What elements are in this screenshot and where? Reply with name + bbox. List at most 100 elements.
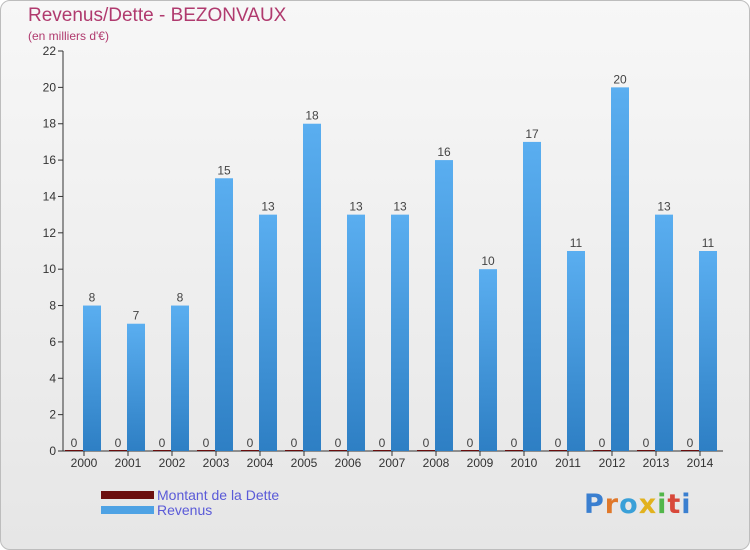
debt-bar — [681, 450, 699, 451]
chart-title: Revenus/Dette - BEZONVAUX — [28, 5, 287, 26]
x-tick-label: 2002 — [159, 456, 186, 470]
y-tick-label: 8 — [49, 299, 56, 313]
revenue-bar — [699, 251, 717, 451]
y-tick-label: 18 — [43, 117, 57, 131]
logo-letter: P — [584, 489, 605, 520]
x-tick-label: 2011 — [555, 456, 581, 470]
revenue-bar — [83, 305, 101, 451]
x-tick-label: 2006 — [335, 456, 362, 470]
y-tick-label: 4 — [49, 371, 56, 385]
x-tick-label: 2009 — [467, 456, 494, 470]
logo-letter: t — [667, 489, 682, 520]
y-tick-label: 22 — [43, 44, 57, 58]
debt-value-label: 0 — [687, 436, 694, 450]
revenue-value-label: 11 — [570, 236, 583, 250]
legend-item-revenue: Revenus — [101, 502, 212, 518]
debt-bar — [197, 450, 215, 451]
debt-value-label: 0 — [511, 436, 518, 450]
logo-letter: i — [681, 489, 692, 520]
debt-value-label: 0 — [291, 436, 298, 450]
revenue-value-label: 11 — [702, 236, 715, 250]
revenue-value-label: 15 — [217, 163, 231, 177]
debt-bar — [65, 450, 83, 451]
bars — [65, 87, 717, 452]
y-tick-label: 0 — [49, 444, 56, 458]
revenue-value-label: 8 — [177, 291, 184, 305]
revenue-bar — [655, 214, 673, 451]
revenue-bar — [259, 214, 277, 451]
logo-letter: i — [657, 489, 668, 520]
revenue-value-label: 13 — [657, 200, 671, 214]
y-tick-label: 12 — [43, 226, 57, 240]
debt-bar — [461, 450, 479, 451]
debt-bar — [241, 450, 259, 451]
revenue-bar — [303, 123, 321, 452]
debt-value-label: 0 — [71, 436, 78, 450]
debt-bar — [373, 450, 391, 451]
debt-bar — [593, 450, 611, 451]
debt-value-label: 0 — [159, 436, 166, 450]
debt-bar — [417, 450, 435, 451]
revenue-bar — [435, 160, 453, 451]
logo-letter: r — [604, 489, 620, 520]
debt-value-label: 0 — [247, 436, 254, 450]
revenue-bar — [391, 214, 409, 451]
debt-bar — [549, 450, 567, 451]
debt-bar — [505, 450, 523, 451]
revenue-value-label: 13 — [261, 200, 275, 214]
debt-value-label: 0 — [555, 436, 562, 450]
revenue-value-label: 10 — [481, 254, 495, 268]
y-tick-label: 16 — [43, 153, 57, 167]
x-tick-label: 2007 — [379, 456, 406, 470]
revenue-value-label: 13 — [349, 200, 363, 214]
legend-item-debt: Montant de la Dette — [101, 487, 279, 503]
x-tick-label: 2003 — [203, 456, 230, 470]
debt-bar — [109, 450, 127, 451]
x-tick-label: 2012 — [599, 456, 626, 470]
legend-label-revenue: Revenus — [157, 502, 213, 518]
revenue-value-label: 18 — [305, 109, 319, 123]
debt-value-label: 0 — [467, 436, 474, 450]
revenue-value-label: 17 — [525, 127, 539, 141]
y-tick-label: 2 — [49, 408, 56, 422]
revenue-value-label: 13 — [393, 200, 407, 214]
proxiti-logo: Proxiti — [584, 489, 692, 520]
revenue-bar — [127, 323, 145, 451]
y-tick-label: 6 — [49, 335, 56, 349]
x-tick-label: 2004 — [247, 456, 274, 470]
revenue-bar — [567, 251, 585, 451]
debt-bar — [285, 450, 303, 451]
x-tick-label: 2008 — [423, 456, 450, 470]
logo-letter: x — [638, 489, 658, 520]
debt-value-label: 0 — [599, 436, 606, 450]
debt-value-label: 0 — [203, 436, 210, 450]
debt-bar — [153, 450, 171, 451]
legend-swatch-revenue — [101, 506, 154, 514]
x-tick-label: 2005 — [291, 456, 318, 470]
y-tick-label: 14 — [43, 189, 57, 203]
debt-value-label: 0 — [379, 436, 386, 450]
y-tick-label: 10 — [43, 262, 57, 276]
revenue-bar — [479, 269, 497, 451]
debt-value-label: 0 — [335, 436, 342, 450]
debt-value-label: 0 — [643, 436, 650, 450]
debt-bar — [329, 450, 347, 451]
x-tick-label: 2013 — [643, 456, 670, 470]
legend-label-debt: Montant de la Dette — [157, 487, 280, 503]
revenue-bar — [347, 214, 365, 451]
data-labels: 0 8 0 7 0 8 0 15 0 13 0 18 0 13 0 13 0 16 0 10 0 17 0 11 0 20 0 13 0… — [71, 72, 715, 450]
revenue-bar — [215, 178, 233, 452]
revenue-value-label: 7 — [133, 309, 140, 323]
revenue-bar — [171, 305, 189, 451]
y-tick-label: 20 — [43, 80, 57, 94]
revenue-bar — [523, 141, 541, 451]
revenue-value-label: 16 — [437, 145, 451, 159]
debt-value-label: 0 — [423, 436, 430, 450]
revenue-value-label: 8 — [89, 291, 96, 305]
x-tick-label: 2000 — [71, 456, 98, 470]
logo-letter: o — [619, 489, 639, 520]
x-tick-label: 2001 — [115, 456, 142, 470]
x-tick-label: 2010 — [511, 456, 538, 470]
